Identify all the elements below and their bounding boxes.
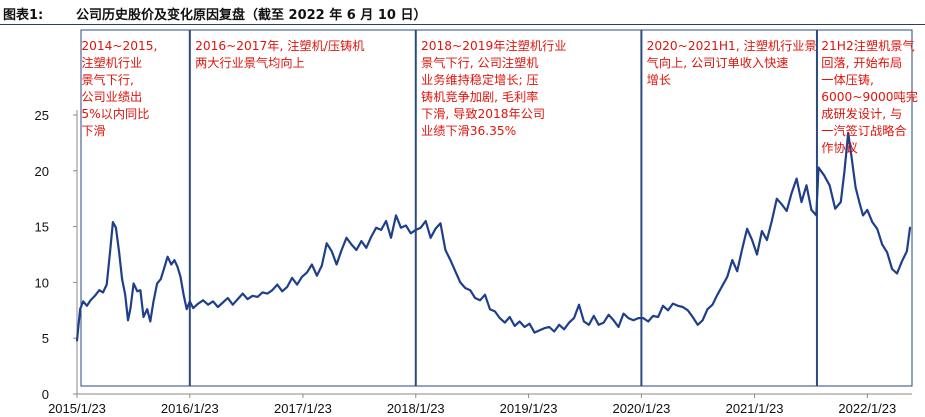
phase-annotation: 2016~2017年, 注塑机/压铸机两大行业景气均向上 xyxy=(195,38,364,70)
x-tick-label: 2016/1/23 xyxy=(161,401,219,416)
phase-annotation: 2018~2019年注塑机行业景气下行, 公司注塑机业务维持稳定增长; 压铸机竞… xyxy=(421,38,566,138)
x-tick-label: 2020/1/23 xyxy=(612,401,670,416)
phase-annotation: 2014~2015, 注塑机行业景气下行, 公司业绩出 5%以内同比下滑 xyxy=(81,39,157,138)
figure-title: 公司历史股价及变化原因复盘（截至 2022 年 6 月 10 日） xyxy=(76,8,427,23)
annotation-line: 景气下行, xyxy=(81,72,134,87)
annotation-line: 2018~2019年注塑机行业 xyxy=(421,38,566,53)
annotation-line: 气向上, 公司订单收入快速 xyxy=(647,55,789,70)
annotation-line: 21H2注塑机景气 xyxy=(821,38,914,53)
phase-annotation: 2020~2021H1, 注塑机行业景气向上, 公司订单收入快速增长 xyxy=(647,38,817,87)
annotation-line: 5%以内同比 xyxy=(81,107,149,121)
price-line xyxy=(75,131,912,342)
phase-box xyxy=(189,29,417,387)
x-tick-label: 2015/1/23 xyxy=(48,401,106,416)
annotation-line: 2016~2017年, 注塑机/压铸机 xyxy=(195,38,364,53)
annotation-line: 铸机竞争加剧, 毛利率 xyxy=(421,89,538,104)
annotation-line: 注塑机行业 xyxy=(81,55,142,70)
annotation-line: 增长 xyxy=(647,72,671,87)
annotation-line: 公司业绩出 xyxy=(81,90,142,104)
y-tick-label: 5 xyxy=(42,331,49,346)
y-tick-label: 10 xyxy=(35,275,49,290)
y-tick-label: 25 xyxy=(35,108,49,123)
annotation-line: 下滑 xyxy=(81,124,105,138)
annotation-line: 下滑, 导致2018年公司 xyxy=(421,107,545,121)
annotation-line: 2014~2015, xyxy=(81,39,157,53)
figure-label: 图表1: xyxy=(3,8,44,23)
x-tick-label: 2017/1/23 xyxy=(274,401,332,416)
annotation-line: 景气下行, 公司注塑机 xyxy=(421,55,538,70)
phase-annotation: 21H2注塑机景气回落, 开始布局一体压铸, 6000~9000吨完成研发设计, … xyxy=(821,38,918,155)
x-tick-label: 2019/1/23 xyxy=(500,401,558,416)
annotation-line: 回落, 开始布局 xyxy=(821,56,902,70)
y-tick-label: 15 xyxy=(35,220,49,235)
annotation-line: 业绩下滑36.35% xyxy=(421,124,516,138)
x-tick-label: 2018/1/23 xyxy=(387,401,445,416)
x-tick-label: 2021/1/23 xyxy=(726,401,784,416)
annotation-line: 两大行业景气均向上 xyxy=(195,55,305,70)
annotation-line: 作协议 xyxy=(821,140,858,155)
y-tick-label: 20 xyxy=(35,164,49,179)
annotation-line: 一汽签订战略合 xyxy=(821,123,906,138)
figure-header: 图表1: 公司历史股价及变化原因复盘（截至 2022 年 6 月 10 日） xyxy=(0,0,925,25)
x-tick-label: 2022/1/23 xyxy=(838,401,896,416)
annotation-line: 一体压铸, xyxy=(821,72,874,87)
annotation-line: 2020~2021H1, 注塑机行业景 xyxy=(647,38,817,53)
annotation-line: 业务维持稳定增长; 压 xyxy=(421,72,539,87)
y-tick-label: 0 xyxy=(42,387,49,402)
annotation-line: 成研发设计, 与 xyxy=(821,106,902,121)
annotation-line: 6000~9000吨完 xyxy=(821,89,918,104)
